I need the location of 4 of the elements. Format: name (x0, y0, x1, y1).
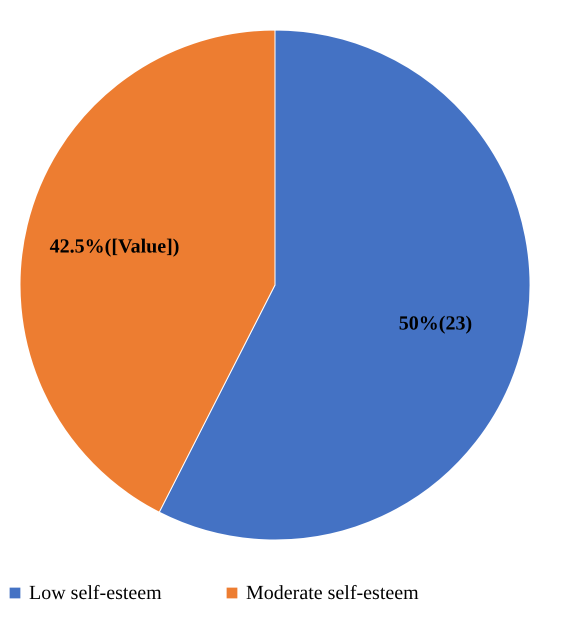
legend-label: Low self-esteem (29, 582, 162, 604)
text: 50%(23) (398, 312, 472, 335)
legend-label: Moderate self-esteem (246, 582, 420, 604)
text: 42.5%([Value]) (50, 235, 180, 258)
